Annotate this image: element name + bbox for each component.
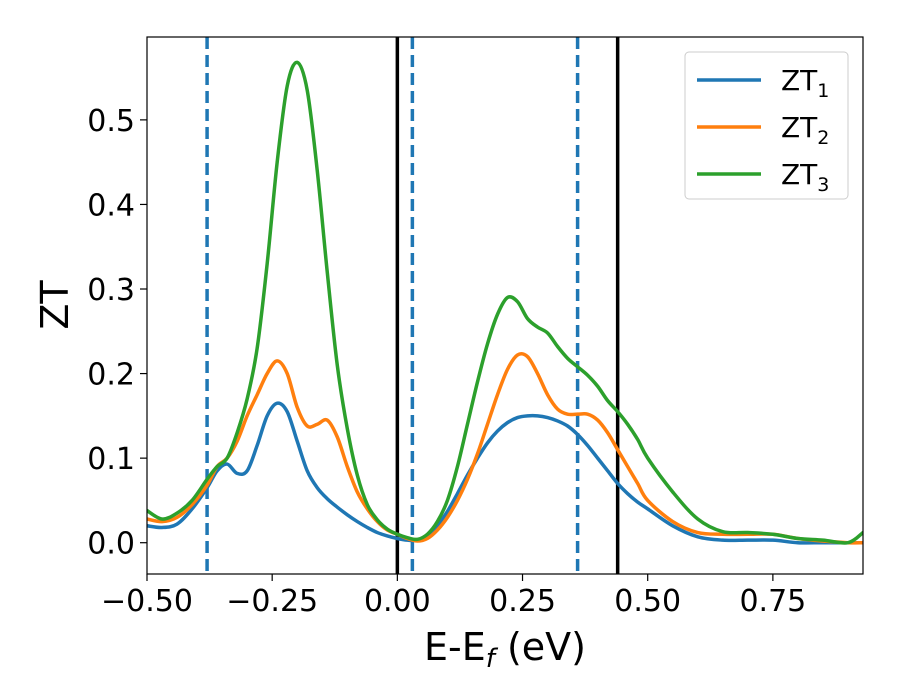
series-line-1 [147, 401, 863, 545]
x-tick-label: −0.25 [226, 584, 318, 619]
x-axis-label-unit: (eV) [495, 625, 586, 669]
x-axis: −0.50 −0.25 0.00 0.25 0.50 0.75 [101, 574, 806, 619]
series-line-3 [147, 60, 863, 545]
y-tick-label: 0.3 [87, 273, 135, 308]
x-axis-label: E-Ef (eV) [424, 625, 586, 674]
y-tick-label: 0.2 [87, 358, 135, 393]
y-axis: 0.0 0.1 0.2 0.3 0.4 0.5 [87, 104, 147, 562]
legend-label-3: ZT3 [781, 158, 829, 196]
y-tick-label: 0.1 [87, 442, 135, 477]
y-tick-label: 0.4 [87, 188, 135, 223]
x-tick-label: 0.00 [364, 584, 431, 619]
y-tick-label: 0.5 [87, 104, 135, 139]
x-tick-label: 0.75 [739, 584, 806, 619]
legend-label-2: ZT2 [781, 111, 829, 149]
legend: ZT1 ZT2 ZT3 [684, 51, 849, 200]
series-lines [147, 60, 863, 545]
legend-label-1: ZT1 [781, 64, 829, 102]
x-tick-label: 0.50 [614, 584, 681, 619]
y-tick-label: 0.0 [87, 527, 135, 562]
x-tick-label: −0.50 [101, 584, 193, 619]
x-tick-label: 0.25 [489, 584, 556, 619]
x-axis-label-main: E-E [424, 625, 486, 669]
plot-frame [146, 36, 864, 575]
y-axis-label: ZT [33, 280, 77, 330]
series-line-2 [147, 352, 863, 545]
legend-box [684, 51, 849, 200]
